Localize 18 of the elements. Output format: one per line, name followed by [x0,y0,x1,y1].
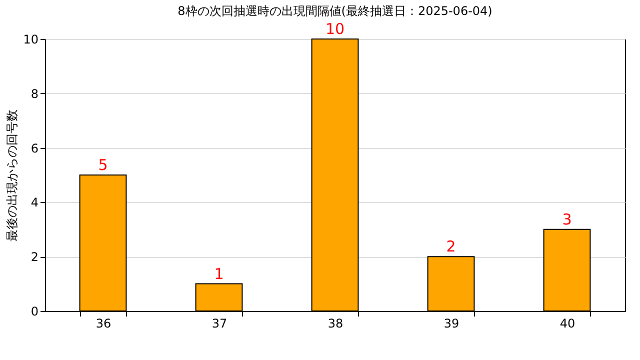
data-label: 3 [562,210,572,228]
y-tick-label: 8 [30,86,38,101]
x-tick-label: 36 [96,316,112,330]
data-label: 1 [214,264,224,283]
y-tick-label: 0 [30,304,38,318]
y-tick-label: 10 [23,32,38,46]
x-tick-label: 38 [328,316,344,330]
chart-title: 8枠の次回抽選時の出現間隔値(最終抽選日：2025-06-04) [178,4,492,18]
x-tick-label: 40 [560,316,576,330]
y-tick-label: 2 [30,250,38,264]
y-axis-title: 最後の出現からの回号数 [5,110,20,242]
data-label: 2 [446,238,456,256]
y-tick-label: 6 [30,141,38,156]
data-label: 10 [325,20,345,38]
y-tick-label: 4 [30,196,38,210]
x-tick-label: 39 [444,316,460,330]
data-label: 5 [98,156,108,174]
x-tick-label: 37 [212,316,228,330]
